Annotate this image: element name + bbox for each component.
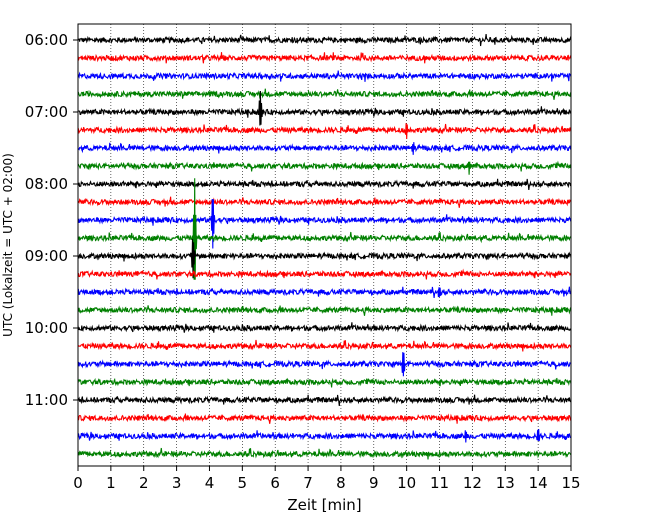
y-tick-label: 07:00 [25,103,68,121]
trace-0700 [77,90,572,126]
trace-1015 [77,339,572,352]
trace-1030 [77,352,572,377]
x-axis: 0 1 2 3 4 5 6 7 8 9 10 11 12 13 14 15 [73,466,581,492]
trace-0800 [77,178,572,190]
trace-0930 [77,286,572,298]
x-tick-label: 2 [139,474,149,492]
trace-1115 [77,413,572,424]
trace-0845 [77,178,572,280]
plot-frame [77,23,572,467]
trace-0730 [78,142,572,155]
trace-0645 [77,88,572,100]
x-tick-label: 13 [496,474,515,492]
trace-0915 [77,268,572,280]
trace-0745 [77,160,572,175]
trace-0830 [77,198,572,249]
trace-1045 [77,377,572,388]
trace-1000 [77,322,572,333]
trace-0945 [77,305,572,316]
x-tick-label: 11 [430,474,449,492]
trace-0815 [77,196,572,208]
trace-1100 [77,394,572,406]
x-tick-label: 15 [561,474,580,492]
x-tick-label: 9 [369,474,379,492]
y-axis: 06:00 07:00 08:00 09:00 10:00 11:00 [25,31,78,409]
x-tick-label: 14 [529,474,548,492]
trace-0900 [77,238,572,279]
y-axis-label: UTC (Lokalzeit = UTC + 02:00) [1,153,15,337]
y-tick-label: 06:00 [25,31,68,49]
x-tick-label: 3 [172,474,182,492]
trace-0615 [77,52,572,64]
x-tick-label: 0 [73,474,83,492]
trace-0715 [77,123,572,140]
y-tick-label: 09:00 [25,247,68,265]
trace-0600 [77,34,572,47]
x-tick-label: 12 [463,474,482,492]
trace-0630 [77,70,572,82]
x-axis-label: Zeit [min] [287,496,361,514]
trace-1130 [77,428,572,443]
x-tick-label: 6 [270,474,280,492]
x-tick-label: 8 [336,474,346,492]
x-tick-label: 7 [303,474,313,492]
y-tick-label: 11:00 [25,391,68,409]
trace-1145 [77,447,572,460]
x-tick-label: 10 [397,474,416,492]
x-tick-label: 1 [106,474,116,492]
y-tick-label: 10:00 [25,319,68,337]
y-tick-label: 08:00 [25,175,68,193]
x-tick-label: 5 [238,474,248,492]
seismogram-traces [77,34,572,460]
x-tick-label: 4 [205,474,215,492]
